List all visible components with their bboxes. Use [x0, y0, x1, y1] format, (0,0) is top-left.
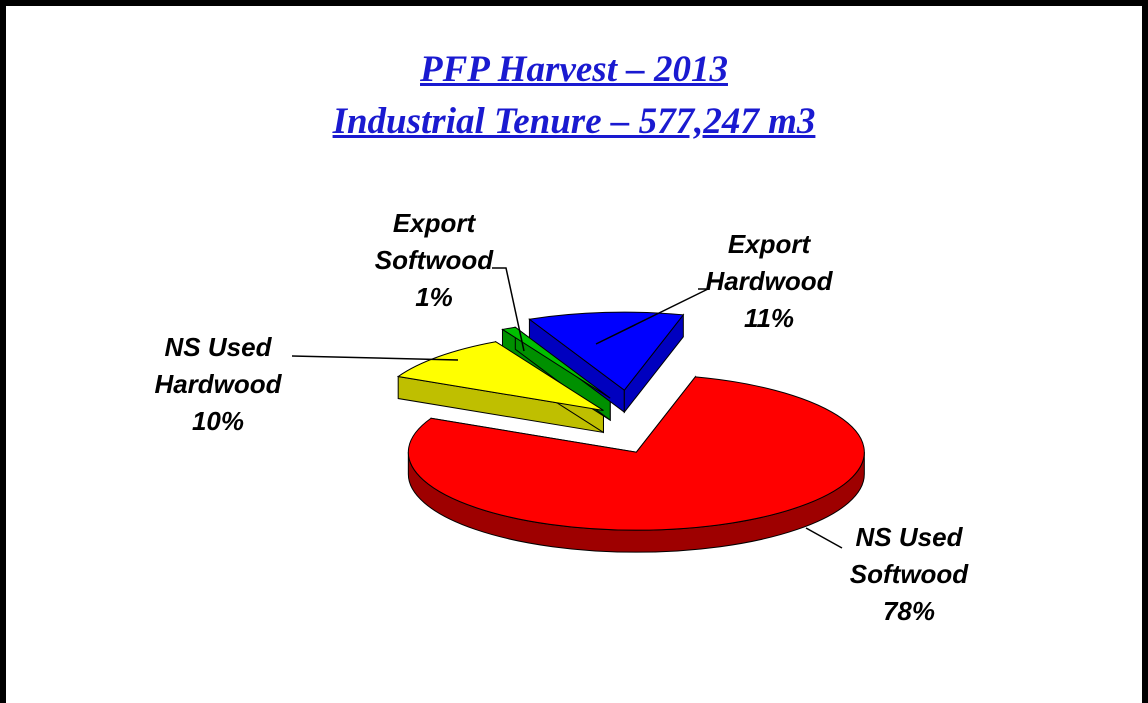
category-label: Export Softwood — [374, 208, 494, 275]
slice — [396, 341, 604, 411]
leader-line — [805, 527, 843, 549]
slice — [501, 326, 611, 399]
category-label: NS Used Hardwood — [154, 332, 282, 399]
value-label: 10% — [191, 406, 245, 436]
value-label: 78% — [882, 596, 936, 626]
chart-title: PFP Harvest – 2013 — [420, 49, 728, 90]
category-label: NS Used Softwood — [849, 522, 969, 589]
slice-label: Export Softwood 1% — [349, 205, 519, 316]
slice-label: NS Used Hardwood 10% — [133, 329, 303, 440]
category-label: Export Hardwood — [705, 229, 833, 296]
chart-subtitle: Industrial Tenure – 577,247 m3 — [332, 101, 816, 142]
slice — [407, 376, 865, 531]
leader-line — [595, 288, 709, 345]
chart — [291, 267, 865, 553]
leader-line — [291, 355, 459, 361]
pie — [396, 311, 865, 553]
leader-line — [492, 267, 525, 352]
value-label: 1% — [415, 282, 453, 312]
slice — [528, 311, 685, 391]
value-label: 11% — [743, 303, 795, 333]
slice-label: NS Used Softwood 78% — [824, 519, 994, 630]
slice-label: Export Hardwood 11% — [684, 226, 854, 337]
